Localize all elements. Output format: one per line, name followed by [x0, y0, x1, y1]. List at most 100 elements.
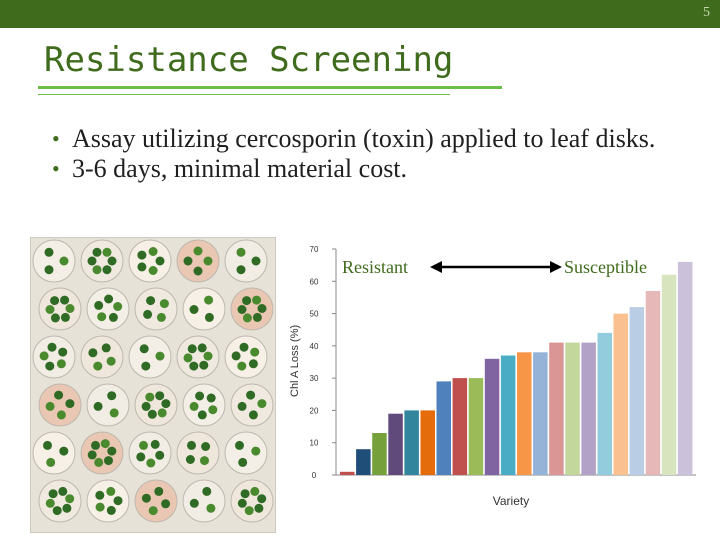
slide-number: 5	[703, 5, 710, 20]
leaf-disk	[141, 401, 151, 411]
chart-svg: Chl A Loss (%) Variety 0 10 20 30 40 50 60 70 R…	[289, 245, 696, 508]
petri-dish	[38, 383, 82, 427]
leaf-disk	[145, 392, 155, 402]
leaf-disk	[147, 409, 157, 419]
bar	[645, 291, 661, 475]
bar	[404, 410, 419, 475]
leaf-disk	[62, 503, 72, 513]
leaf-disk	[59, 256, 69, 266]
leaf-disk	[195, 391, 205, 401]
leaf-disk	[107, 256, 117, 266]
petri-dish	[80, 431, 124, 475]
leaf-disk	[208, 405, 218, 415]
leaf-disk	[206, 393, 216, 403]
leaf-disk	[156, 312, 166, 322]
leaf-disk	[185, 455, 195, 464]
leaf-disk	[95, 490, 105, 500]
petri-dish	[128, 431, 172, 475]
leaf-disk	[106, 486, 116, 496]
bar	[533, 352, 548, 475]
petri-dish	[86, 287, 130, 331]
leaf-disk	[141, 493, 151, 503]
leaf-disk	[46, 457, 56, 467]
leaf-disk	[236, 265, 246, 275]
susceptible-label: Susceptible	[564, 257, 647, 277]
photo-illustration	[29, 236, 277, 534]
petri-dish	[32, 239, 76, 283]
leaf-disk	[204, 295, 214, 305]
leaf-disk	[250, 486, 260, 496]
leaf-disk	[60, 295, 70, 305]
leaf-disk	[235, 440, 244, 450]
leaf-disk	[54, 390, 64, 400]
leaf-disk	[100, 439, 110, 449]
leaf-disk	[39, 351, 49, 361]
leaf-disk	[58, 486, 68, 496]
leaf-disk	[113, 302, 123, 311]
leaf-disk	[257, 494, 267, 504]
leaf-disk	[242, 313, 252, 323]
leaf-disk	[204, 312, 214, 322]
bar	[484, 358, 500, 475]
leaf-disk	[48, 489, 58, 499]
petri-dish	[80, 335, 124, 379]
bullet-item: • 3-6 days, minimal material cost.	[52, 154, 712, 184]
bar	[565, 342, 580, 475]
leaf-disk	[203, 256, 213, 266]
leaf-disk	[101, 343, 111, 353]
leaf-disk	[187, 440, 196, 450]
petri-dish	[32, 431, 76, 475]
y-tick-label: 70	[310, 245, 319, 254]
leaf-disk	[141, 361, 151, 371]
leaf-disk	[92, 247, 102, 257]
leaf-disk	[106, 356, 116, 366]
bar	[677, 261, 693, 475]
leaf-disk	[155, 256, 165, 266]
leaf-disk	[250, 347, 260, 357]
y-tick-label: 30	[310, 374, 319, 383]
petri-dish	[224, 239, 268, 283]
leaf-disk	[237, 305, 247, 314]
bullet-dot-icon: •	[52, 126, 60, 151]
leaf-disk	[206, 503, 216, 513]
leaf-disk	[95, 502, 105, 512]
petri-dish	[38, 287, 82, 331]
leaf-disk	[94, 457, 104, 467]
petri-dish	[224, 335, 268, 379]
petri-dish	[182, 287, 226, 331]
bullet-item: • Assay utilizing cercosporin (toxin) ap…	[52, 124, 712, 154]
leaf-disk	[60, 312, 70, 322]
leaf-disk	[88, 348, 98, 358]
petri-dish	[224, 431, 268, 475]
petri-dish	[134, 383, 178, 427]
petri-dish	[230, 383, 274, 427]
top-bar	[0, 0, 720, 28]
leaf-disk	[139, 344, 149, 354]
leaf-disk	[189, 305, 199, 314]
leaf-disk	[193, 266, 203, 276]
leaf-disk	[45, 305, 55, 314]
leaf-disk	[159, 299, 169, 309]
leaf-disk	[237, 498, 247, 508]
bar	[500, 355, 516, 475]
leaf-disk	[148, 247, 158, 256]
leaf-disk	[148, 266, 158, 275]
petri-dish	[86, 479, 130, 523]
double-arrow-icon	[430, 261, 562, 273]
leaf-disk	[93, 401, 103, 411]
leaf-disk	[155, 391, 165, 401]
leaf-disk	[109, 408, 119, 418]
petri-dish	[80, 239, 124, 283]
leaf-disk	[44, 265, 54, 275]
leaf-disk	[187, 344, 197, 354]
leaf-disk	[236, 247, 246, 257]
leaf-disk	[65, 494, 75, 504]
bullet-text: Assay utilizing cercosporin (toxin) appl…	[72, 124, 656, 153]
petri-dish	[176, 335, 220, 379]
leaf-disk	[87, 256, 97, 266]
leaf-disk	[56, 410, 66, 420]
bar	[629, 307, 645, 475]
leaf-disk	[146, 296, 156, 306]
leaf-disk	[137, 250, 147, 260]
leaf-disk	[146, 458, 156, 468]
